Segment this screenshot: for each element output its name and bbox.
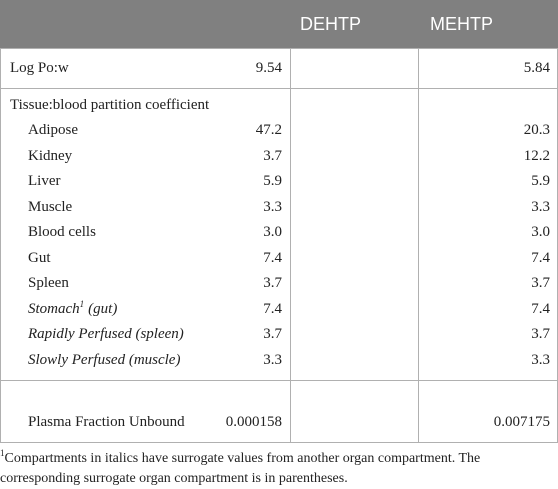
- row-border: [0, 442, 558, 443]
- column-header: MEHTP: [430, 14, 493, 34]
- value-cell: 12.2: [523, 147, 550, 164]
- row-label: Blood cells: [28, 222, 96, 242]
- row-label: Muscle: [28, 197, 72, 217]
- label-text: Log Po:w: [10, 60, 69, 76]
- row-label: Plasma Fraction Unbound: [28, 412, 185, 432]
- value-cell: 0.007175: [493, 414, 550, 430]
- value-cell: 3.7: [263, 275, 282, 291]
- section-title: Tissue:blood partition coefficient: [10, 97, 210, 113]
- value-cell: 3.0: [531, 224, 550, 240]
- row-label: Stomach1 (gut): [28, 299, 117, 319]
- footnote-text: Compartments in italics have surrogate v…: [0, 451, 481, 486]
- value-cell: 5.84: [523, 60, 550, 76]
- value-cell: 3.0: [263, 224, 282, 240]
- row-border: [0, 380, 558, 381]
- value-cell: 7.4: [263, 249, 282, 266]
- label-text: Kidney: [28, 147, 73, 164]
- row-label: Liver: [28, 171, 60, 191]
- label-text: Blood cells: [28, 224, 96, 240]
- value-cell: 3.3: [263, 351, 282, 368]
- header-row: [0, 0, 558, 48]
- label-text: Plasma Fraction Unbound: [28, 414, 185, 430]
- label-text: Liver: [28, 173, 61, 189]
- label-suffix: (gut): [88, 300, 118, 317]
- value-cell: 9.54: [255, 60, 282, 76]
- column-border: [0, 48, 1, 442]
- label-text: Muscle: [28, 198, 73, 215]
- label-text: Rapidly Perfused (spleen): [28, 326, 184, 342]
- label-text: Gut: [28, 249, 51, 266]
- footnote: 1Compartments in italics have surrogate …: [0, 449, 552, 489]
- row-border: [0, 88, 558, 89]
- row-label: Log Po:w: [10, 58, 69, 78]
- value-cell: 3.7: [531, 326, 550, 342]
- row-label: Spleen: [28, 273, 69, 293]
- row-label: Slowly Perfused (muscle): [28, 350, 180, 370]
- value-cell: 47.2: [255, 122, 282, 138]
- label-text: Spleen: [28, 275, 69, 291]
- value-cell: 3.7: [531, 275, 550, 291]
- value-cell: 3.3: [531, 198, 550, 215]
- value-cell: 20.3: [523, 122, 550, 138]
- label-text: Slowly Perfused (muscle): [28, 351, 181, 368]
- footnote-mark: 1: [0, 448, 5, 458]
- value-cell: 0.000158: [225, 414, 282, 430]
- value-cell: 7.4: [263, 300, 282, 317]
- row-label: Rapidly Perfused (spleen): [28, 324, 184, 344]
- column-header: DEHTP: [300, 14, 362, 34]
- value-cell: 3.3: [531, 351, 550, 368]
- value-cell: 7.4: [531, 300, 550, 317]
- value-cell: 3.7: [263, 147, 282, 164]
- value-cell: 5.9: [263, 173, 282, 189]
- column-border: [418, 48, 419, 442]
- value-cell: 3.3: [263, 198, 282, 215]
- value-cell: 3.7: [263, 326, 282, 342]
- label-text: Stomach: [28, 300, 80, 317]
- row-border: [0, 48, 558, 49]
- label-text: Adipose: [28, 122, 78, 138]
- row-label: Gut: [28, 248, 51, 268]
- value-cell: 7.4: [531, 249, 550, 266]
- row-label: Kidney: [28, 146, 72, 166]
- column-border: [290, 48, 291, 442]
- value-cell: 5.9: [531, 173, 550, 189]
- row-label: Adipose: [28, 120, 78, 140]
- footnote-mark: 1: [79, 298, 85, 309]
